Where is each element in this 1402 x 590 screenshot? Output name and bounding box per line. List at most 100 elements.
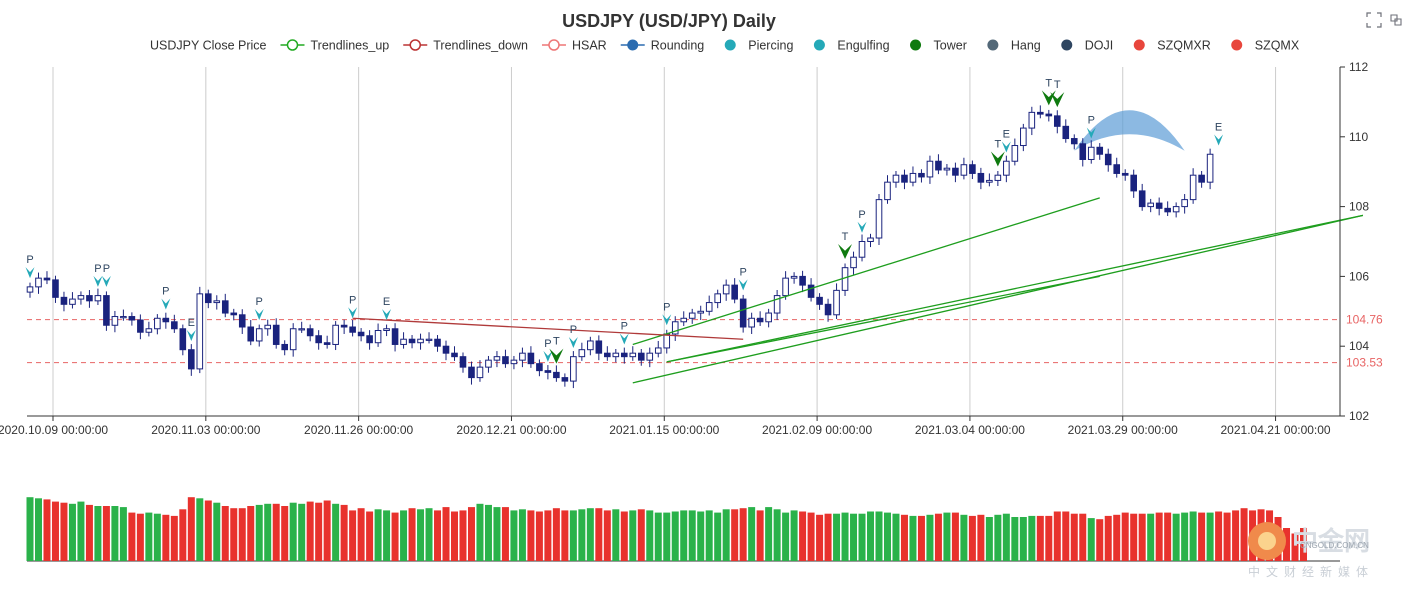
legend-item[interactable]: DOJI	[1061, 39, 1113, 53]
candle-body	[468, 366, 475, 379]
marker-label: T	[842, 231, 849, 243]
marker-arrow	[568, 336, 578, 348]
marker-arrow	[1086, 127, 1096, 139]
pattern-marker: P	[93, 263, 103, 287]
candle-body	[884, 181, 891, 201]
volume-bar	[544, 510, 552, 561]
candle-body	[1104, 153, 1112, 166]
candle-body	[264, 324, 272, 330]
legend-item[interactable]: Tower	[910, 39, 967, 53]
candle-body	[1070, 138, 1078, 145]
candle-body	[637, 352, 645, 361]
candle-body	[612, 352, 620, 358]
candle-body	[289, 328, 297, 351]
candle	[790, 272, 798, 284]
candle	[629, 346, 637, 361]
zoom-icon[interactable]	[1366, 12, 1382, 28]
candle	[748, 312, 755, 334]
candle-body	[1020, 127, 1027, 147]
marker-arrow	[857, 221, 867, 233]
x-tick-label: 2020.11.26 00:00:00	[304, 423, 414, 437]
pattern-marker: P	[568, 324, 578, 348]
candle	[824, 298, 832, 322]
legend-label: SZQMXR	[1157, 39, 1210, 53]
volume-bar	[272, 503, 280, 561]
candle-body	[137, 319, 144, 333]
volume-bar	[518, 509, 526, 561]
volume-bar	[442, 507, 450, 561]
candle	[731, 278, 738, 304]
pattern-marker: E	[1376, 0, 1383, 3]
candle-body	[52, 279, 59, 298]
volume-bar	[603, 510, 611, 561]
candle-body	[408, 338, 416, 344]
volume-bar	[196, 498, 204, 561]
candle-body	[145, 328, 153, 333]
candle	[128, 312, 136, 326]
trendlines	[352, 197, 1364, 384]
volume-bar	[731, 509, 739, 561]
candle-body	[1028, 111, 1036, 129]
candle	[1138, 183, 1146, 211]
legend-item[interactable]: SZQMX	[1231, 39, 1300, 53]
candle	[901, 169, 908, 190]
y-tick-label: 112	[1349, 60, 1368, 74]
candle	[1062, 119, 1070, 143]
candle	[357, 328, 365, 342]
volume-bar	[1164, 512, 1172, 561]
candle	[247, 320, 255, 346]
volume-bar	[1011, 517, 1019, 561]
volume-bar	[119, 507, 127, 561]
volume-bar	[1028, 515, 1036, 561]
candle-body	[1206, 153, 1214, 183]
candle-body	[357, 331, 365, 337]
candle-body	[926, 160, 934, 178]
candle-body	[536, 363, 543, 372]
marker-label: E	[188, 317, 195, 329]
volume-bar	[680, 510, 688, 561]
legend-item[interactable]: SZQMXR	[1133, 39, 1211, 53]
pattern-marker: P	[857, 209, 867, 233]
candle-body	[629, 352, 637, 358]
volume-bar	[459, 510, 467, 561]
legend-item[interactable]: Engulfing	[813, 39, 890, 53]
marker-arrow	[348, 307, 358, 319]
candle-body	[722, 284, 730, 295]
candle-body	[383, 328, 390, 331]
legend-symbol	[627, 39, 639, 51]
candle	[722, 279, 730, 301]
volume-bar	[1053, 511, 1061, 561]
legend-symbol	[1133, 39, 1145, 51]
marker-label: P	[103, 263, 110, 275]
volume-bar	[934, 513, 942, 561]
legend-item[interactable]: Trendlines_down	[403, 39, 528, 53]
volume-bar	[1283, 528, 1291, 561]
candle-body	[69, 298, 76, 305]
volume-bar	[1113, 514, 1121, 561]
legend-item[interactable]: HSAR	[541, 39, 607, 53]
legend-item[interactable]: Rounding	[620, 39, 705, 53]
volume-bar	[1070, 513, 1078, 561]
volume-bar	[833, 513, 841, 561]
legend-item[interactable]: Trendlines_up	[280, 39, 389, 53]
candle-body	[1138, 190, 1146, 208]
volume-bar	[1096, 519, 1104, 561]
candle-body	[748, 317, 755, 328]
legend-item[interactable]: Piercing	[724, 39, 794, 53]
volume-bar	[799, 511, 807, 561]
legend-item[interactable]: USDJPY Close Price	[150, 39, 267, 53]
volume-bar	[782, 512, 790, 561]
candle	[1104, 148, 1112, 172]
candle-body	[60, 296, 68, 305]
legend-item[interactable]: Hang	[987, 39, 1041, 53]
volume-bar	[994, 514, 1002, 561]
marker-arrow	[838, 243, 853, 259]
candle	[553, 365, 560, 382]
volume-bar	[298, 503, 306, 561]
candle-body	[901, 174, 908, 183]
candle-body	[221, 300, 229, 314]
legend-label: HSAR	[572, 39, 607, 53]
volume-bar	[1002, 513, 1010, 561]
restore-icon[interactable]	[1388, 12, 1402, 28]
candle	[77, 291, 85, 305]
